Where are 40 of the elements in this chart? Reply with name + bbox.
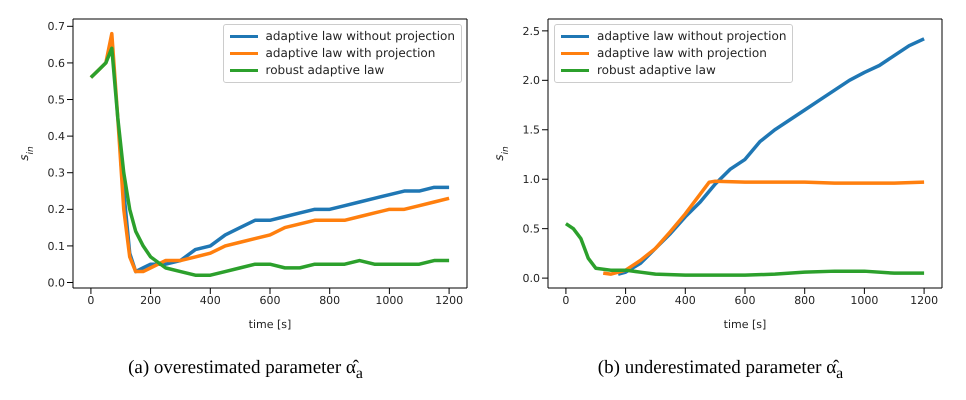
x-tick-label: 200 — [140, 294, 162, 307]
y-tick-label: 0.4 — [48, 130, 65, 144]
y-tick-label: 1.5 — [522, 124, 540, 137]
x-tick-label: 1200 — [910, 294, 938, 307]
x-tick-label: 1200 — [435, 294, 464, 307]
x-tick-label: 400 — [200, 294, 221, 307]
y-tick-label: 0.6 — [48, 56, 65, 70]
y-tick-label: 2.5 — [522, 24, 540, 38]
y-tick-label: 0.3 — [48, 166, 65, 180]
x-tick-label: 200 — [615, 294, 636, 307]
x-tick-label: 1000 — [375, 294, 404, 307]
legend-label: adaptive law without projection — [266, 28, 455, 45]
x-tick-label: 1000 — [850, 294, 878, 307]
x-axis-title: time [s] — [248, 318, 292, 331]
legend-label: robust adaptive law — [597, 62, 716, 79]
x-axis-title: time [s] — [724, 318, 766, 331]
legend-label: robust adaptive law — [266, 62, 384, 79]
y-tick-label: 0.1 — [48, 240, 65, 253]
legend-label: adaptive law without projection — [597, 28, 786, 45]
x-tick-label: 600 — [260, 294, 280, 307]
x-tick-label: 800 — [319, 294, 340, 307]
x-tick-label: 600 — [734, 294, 756, 307]
text: (b) underestimated parameter α̂$_{a}$ — [596, 357, 844, 383]
y-tick-label: 0.5 — [48, 93, 65, 106]
y-tick-label: 0.5 — [522, 222, 540, 236]
y-tick-label: 0.7 — [48, 20, 65, 34]
line-series — [601, 179, 926, 276]
y-tick-label: 0.2 — [48, 203, 65, 216]
x-tick-label: 400 — [674, 294, 696, 307]
legend-label: adaptive law with projection — [597, 45, 767, 62]
text: (a) overestimated parameter α̂$_{a}$ — [127, 357, 364, 383]
y-tick-label: 0.0 — [522, 272, 540, 286]
legend-label: adaptive law with projection — [266, 45, 436, 62]
y-tick-label: 1.0 — [522, 173, 540, 186]
line-series — [564, 222, 926, 277]
x-tick-label: 0 — [87, 294, 94, 307]
x-tick-label: 0 — [562, 294, 570, 307]
x-tick-label: 800 — [794, 294, 816, 307]
y-tick-label: 2.0 — [522, 74, 540, 88]
y-tick-label: 0.0 — [48, 276, 65, 290]
